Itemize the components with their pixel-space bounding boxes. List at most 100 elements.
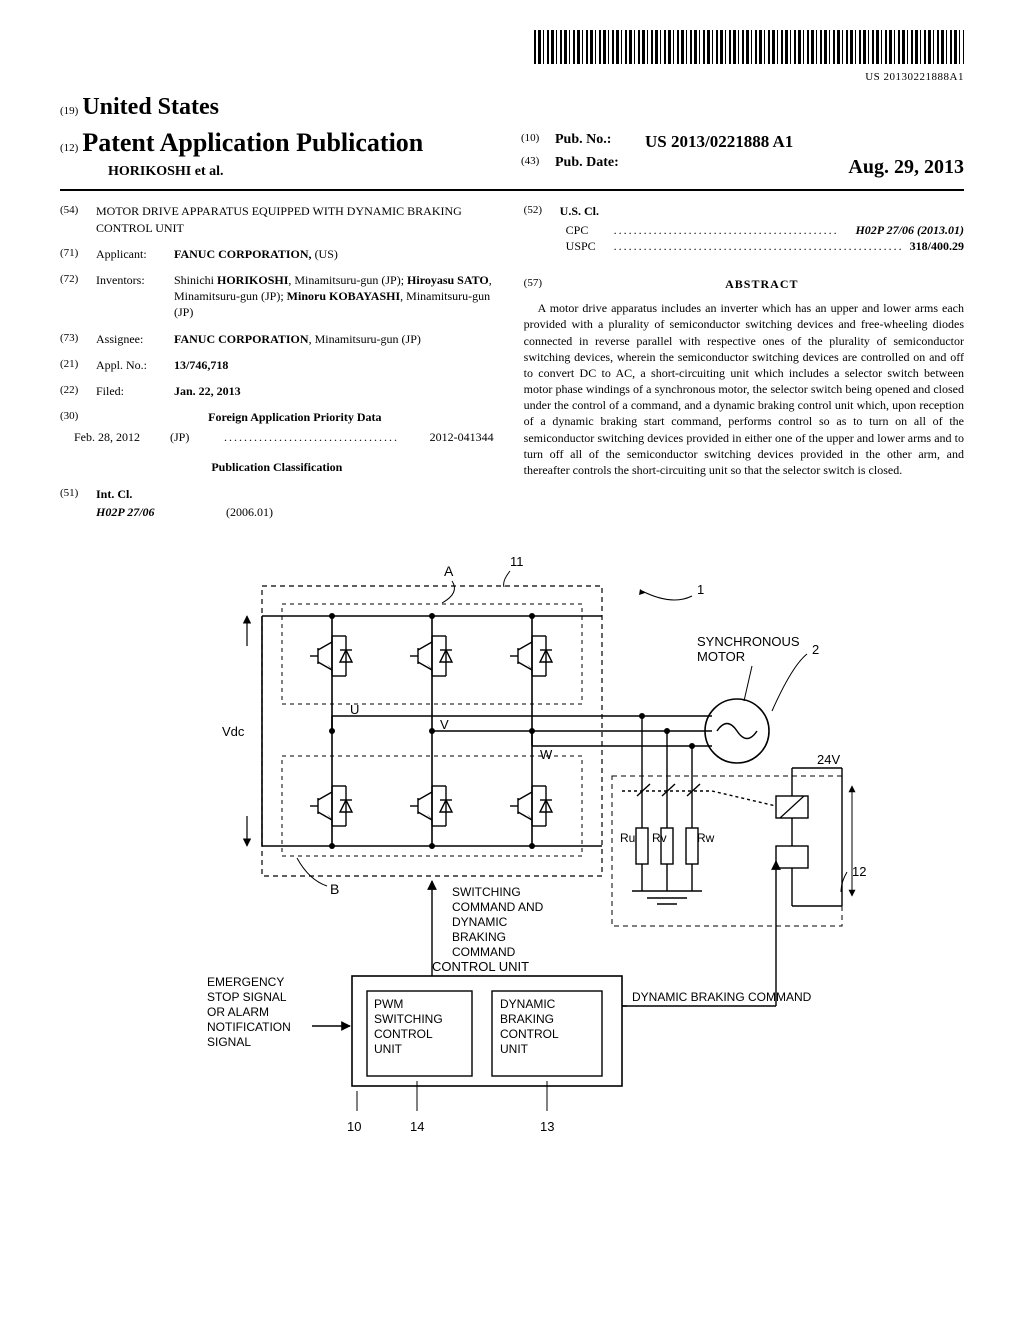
cpc-value: H02P 27/06 (2013.01)	[849, 222, 964, 238]
priority-date: Feb. 28, 2012	[60, 429, 170, 445]
abstract-body: A motor drive apparatus includes an inve…	[524, 300, 964, 478]
intcl-code: H02P 27/06	[96, 504, 226, 520]
priority-number: 2012-041344	[422, 429, 494, 445]
pub-date-row: (43) Pub. Date: Aug. 29, 2013	[521, 154, 964, 181]
tag-43: (43)	[521, 154, 549, 181]
tag-51: (51)	[60, 486, 96, 502]
tag-10: (10)	[521, 131, 549, 154]
field-21: (21) Appl. No.: 13/746,718	[60, 357, 494, 373]
biblio-columns: (54) MOTOR DRIVE APPARATUS EQUIPPED WITH…	[60, 203, 964, 520]
field-22: (22) Filed: Jan. 22, 2013	[60, 383, 494, 399]
label-inventors: Inventors:	[96, 272, 174, 321]
doc-kind: Patent Application Publication	[82, 128, 423, 157]
label-pwm-3: CONTROL	[374, 1027, 433, 1041]
barcode-area: US 20130221888A1	[60, 30, 964, 85]
label-applicant: Applicant:	[96, 246, 174, 262]
inventors-text: Shinichi HORIKOSHI, Minamitsuru-gun (JP)…	[174, 273, 492, 319]
label-b: B	[330, 881, 339, 897]
applicant-rest: (US)	[312, 247, 338, 261]
ref-13: 13	[540, 1119, 554, 1134]
label-rw: Rw	[697, 831, 715, 845]
field-71: (71) Applicant: FANUC CORPORATION, (US)	[60, 246, 494, 262]
cpc-dots: ........................................…	[614, 222, 850, 238]
circuit-figure: Vdc U V W	[152, 546, 872, 1186]
applno-value: 13/746,718	[174, 357, 494, 373]
cpc-label: CPC	[560, 222, 614, 238]
label-vdc: Vdc	[222, 724, 245, 739]
field-30: (30) Foreign Application Priority Data	[60, 409, 494, 425]
label-db-cmd: DYNAMIC BRAKING COMMAND	[632, 990, 812, 1004]
label-swcmd-2: COMMAND AND	[452, 900, 544, 914]
label-assignee: Assignee:	[96, 331, 174, 347]
label-emerg-1: EMERGENCY	[207, 975, 284, 989]
abstract-heading: ABSTRACT	[560, 276, 964, 292]
pub-class-heading: Publication Classification	[60, 459, 494, 475]
priority-row: Feb. 28, 2012 (JP) .....................…	[60, 429, 494, 445]
filed-value: Jan. 22, 2013	[174, 383, 494, 399]
cpc-row: CPC ....................................…	[524, 222, 964, 238]
uscl-label: U.S. Cl.	[560, 203, 964, 219]
pub-date-value: Aug. 29, 2013	[848, 154, 964, 181]
intcl-label: Int. Cl.	[96, 486, 494, 502]
tag-71: (71)	[60, 246, 96, 262]
pub-no-value: US 2013/0221888 A1	[645, 131, 793, 154]
label-emerg-3: OR ALARM	[207, 1005, 269, 1019]
ref-12: 12	[852, 864, 866, 879]
intcl-row: H02P 27/06 (2006.01)	[60, 504, 494, 520]
barcode-text: US 20130221888A1	[60, 70, 964, 85]
priority-dots: ...................................	[224, 429, 422, 445]
tag-30: (30)	[60, 409, 96, 425]
label-swcmd-1: SWITCHING	[452, 885, 521, 899]
pub-no-row: (10) Pub. No.: US 2013/0221888 A1	[521, 131, 964, 154]
title-text: MOTOR DRIVE APPARATUS EQUIPPED WITH DYNA…	[96, 203, 494, 235]
label-swcmd-4: BRAKING	[452, 930, 506, 944]
label-dbcu-2: BRAKING	[500, 1012, 554, 1026]
figure-wrap: Vdc U V W	[60, 546, 964, 1186]
header-right: (10) Pub. No.: US 2013/0221888 A1 (43) P…	[503, 131, 964, 181]
header-left: (19)United States (12) Patent Application…	[60, 91, 503, 181]
country-name: United States	[82, 94, 219, 120]
uspc-label: USPC	[560, 238, 614, 254]
inventors-body: Shinichi HORIKOSHI, Minamitsuru-gun (JP)…	[174, 272, 494, 321]
label-swcmd-5: COMMAND	[452, 945, 516, 959]
label-filed: Filed:	[96, 383, 174, 399]
field-54: (54) MOTOR DRIVE APPARATUS EQUIPPED WITH…	[60, 203, 494, 235]
tag-52: (52)	[524, 203, 560, 219]
ref-11: 11	[510, 554, 524, 569]
tag-72: (72)	[60, 272, 96, 321]
label-24v: 24V	[817, 752, 840, 767]
uspc-dots: ........................................…	[614, 238, 904, 254]
foreign-priority-heading: Foreign Application Priority Data	[96, 409, 494, 425]
label-emerg-5: SIGNAL	[207, 1035, 251, 1049]
tag-12: (12)	[60, 142, 78, 154]
line-19: (19)United States	[60, 91, 503, 123]
label-sync-motor-2: MOTOR	[697, 649, 745, 664]
label-dbcu-3: CONTROL	[500, 1027, 559, 1041]
ref-10: 10	[347, 1119, 361, 1134]
label-a: A	[444, 563, 454, 579]
uspc-value: 318/400.29	[904, 238, 964, 254]
label-u: U	[350, 702, 359, 717]
inventor-header-line: HORIKOSHI et al.	[60, 163, 503, 182]
label-emerg-4: NOTIFICATION	[207, 1020, 291, 1034]
assignee-name: FANUC CORPORATION	[174, 332, 309, 346]
line-12: (12) Patent Application Publication	[60, 125, 503, 160]
field-72: (72) Inventors: Shinichi HORIKOSHI, Mina…	[60, 272, 494, 321]
label-pwm-2: SWITCHING	[374, 1012, 443, 1026]
tag-22: (22)	[60, 383, 96, 399]
ref-14: 14	[410, 1119, 424, 1134]
label-dbcu-1: DYNAMIC	[500, 997, 556, 1011]
pub-date-label: Pub. Date:	[555, 154, 639, 181]
tag-57: (57)	[524, 276, 560, 292]
left-column: (54) MOTOR DRIVE APPARATUS EQUIPPED WITH…	[60, 203, 494, 520]
field-51: (51) Int. Cl.	[60, 486, 494, 502]
header-rule	[60, 189, 964, 191]
assignee-body: FANUC CORPORATION, Minamitsuru-gun (JP)	[174, 331, 494, 347]
label-pwm-4: UNIT	[374, 1042, 403, 1056]
abstract-header: (57) ABSTRACT	[524, 276, 964, 292]
priority-country: (JP)	[170, 429, 224, 445]
ref-1: 1	[697, 582, 704, 597]
applicant-body: FANUC CORPORATION, (US)	[174, 246, 494, 262]
label-control-unit: CONTROL UNIT	[432, 959, 529, 974]
label-pwm-1: PWM	[374, 997, 403, 1011]
